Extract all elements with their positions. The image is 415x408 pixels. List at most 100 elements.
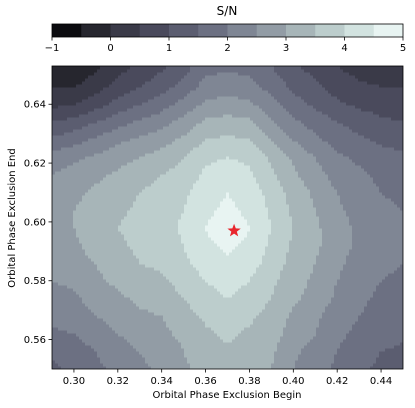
contour-cell <box>55 270 59 274</box>
contour-cell <box>253 330 257 334</box>
contour-cell <box>394 297 398 301</box>
contour-cell <box>244 264 248 268</box>
contour-cell <box>253 303 257 307</box>
contour-cell <box>283 246 287 250</box>
contour-cell <box>64 315 68 319</box>
contour-cell <box>382 339 386 343</box>
contour-cell <box>100 363 104 367</box>
contour-cell <box>337 258 341 262</box>
contour-cell <box>109 366 113 369</box>
contour-cell <box>52 345 56 349</box>
contour-cell <box>376 330 380 334</box>
contour-cell <box>58 279 62 283</box>
contour-cell <box>304 273 308 277</box>
contour-cell <box>100 294 104 298</box>
contour-cell <box>331 255 335 259</box>
contour-cell <box>181 309 185 313</box>
contour-cell <box>58 249 62 253</box>
contour-cell <box>154 282 158 286</box>
contour-cell <box>283 330 287 334</box>
contour-cell <box>283 333 287 337</box>
contour-cell <box>217 252 221 256</box>
contour-cell <box>91 306 95 310</box>
contour-cell <box>160 273 164 277</box>
contour-cell <box>361 261 365 265</box>
contour-cell <box>220 309 224 313</box>
contour-cell <box>268 345 272 349</box>
contour-cell <box>283 258 287 262</box>
contour-cell <box>121 252 125 256</box>
contour-cell <box>148 243 152 247</box>
contour-cell <box>112 255 116 259</box>
contour-cell <box>328 294 332 298</box>
contour-cell <box>280 297 284 301</box>
contour-cell <box>358 321 362 325</box>
contour-cell <box>376 258 380 262</box>
contour-cell <box>184 348 188 352</box>
contour-cell <box>121 261 125 265</box>
contour-cell <box>187 342 191 346</box>
contour-cell <box>229 354 233 358</box>
contour-cell <box>343 285 347 289</box>
contour-cell <box>211 300 215 304</box>
contour-cell <box>196 258 200 262</box>
contour-cell <box>193 255 197 259</box>
contour-cell <box>187 285 191 289</box>
contour-cell <box>301 285 305 289</box>
contour-cell <box>370 294 374 298</box>
contour-cell <box>250 288 254 292</box>
contour-cell <box>196 333 200 337</box>
contour-cell <box>349 342 353 346</box>
contour-cell <box>250 324 254 328</box>
contour-cell <box>73 288 77 292</box>
contour-cell <box>112 348 116 352</box>
contour-cell <box>271 330 275 334</box>
contour-cell <box>190 273 194 277</box>
contour-cell <box>295 366 299 369</box>
contour-cell <box>196 306 200 310</box>
contour-cell <box>70 354 74 358</box>
contour-cell <box>121 258 125 262</box>
contour-cell <box>313 285 317 289</box>
contour-cell <box>265 249 269 253</box>
contour-cell <box>292 267 296 271</box>
contour-cell <box>52 309 56 313</box>
contour-cell <box>337 285 341 289</box>
contour-cell <box>217 261 221 265</box>
contour-cell <box>190 333 194 337</box>
contour-cell <box>226 252 230 256</box>
contour-cell <box>319 357 323 361</box>
contour-cell <box>133 345 137 349</box>
contour-cell <box>265 285 269 289</box>
contour-cell <box>376 255 380 259</box>
contour-cell <box>106 336 110 340</box>
contour-cell <box>268 246 272 250</box>
contour-cell <box>73 318 77 322</box>
contour-cell <box>175 252 179 256</box>
contour-cell <box>148 333 152 337</box>
contour-cell <box>247 246 251 250</box>
contour-cell <box>343 264 347 268</box>
contour-cell <box>286 330 290 334</box>
contour-cell <box>178 252 182 256</box>
contour-cell <box>160 294 164 298</box>
contour-cell <box>241 303 245 307</box>
contour-cell <box>229 363 233 367</box>
contour-cell <box>298 264 302 268</box>
contour-cell <box>121 279 125 283</box>
contour-cell <box>205 303 209 307</box>
contour-cell <box>55 291 59 295</box>
contour-cell <box>235 306 239 310</box>
contour-cell <box>382 333 386 337</box>
contour-cell <box>199 351 203 355</box>
contour-cell <box>382 282 386 286</box>
contour-cell <box>169 294 173 298</box>
contour-cell <box>223 330 227 334</box>
contour-cell <box>205 252 209 256</box>
contour-cell <box>97 348 101 352</box>
contour-cell <box>88 273 92 277</box>
contour-cell <box>358 330 362 334</box>
contour-cell <box>385 357 389 361</box>
contour-cell <box>136 363 140 367</box>
contour-cell <box>310 336 314 340</box>
